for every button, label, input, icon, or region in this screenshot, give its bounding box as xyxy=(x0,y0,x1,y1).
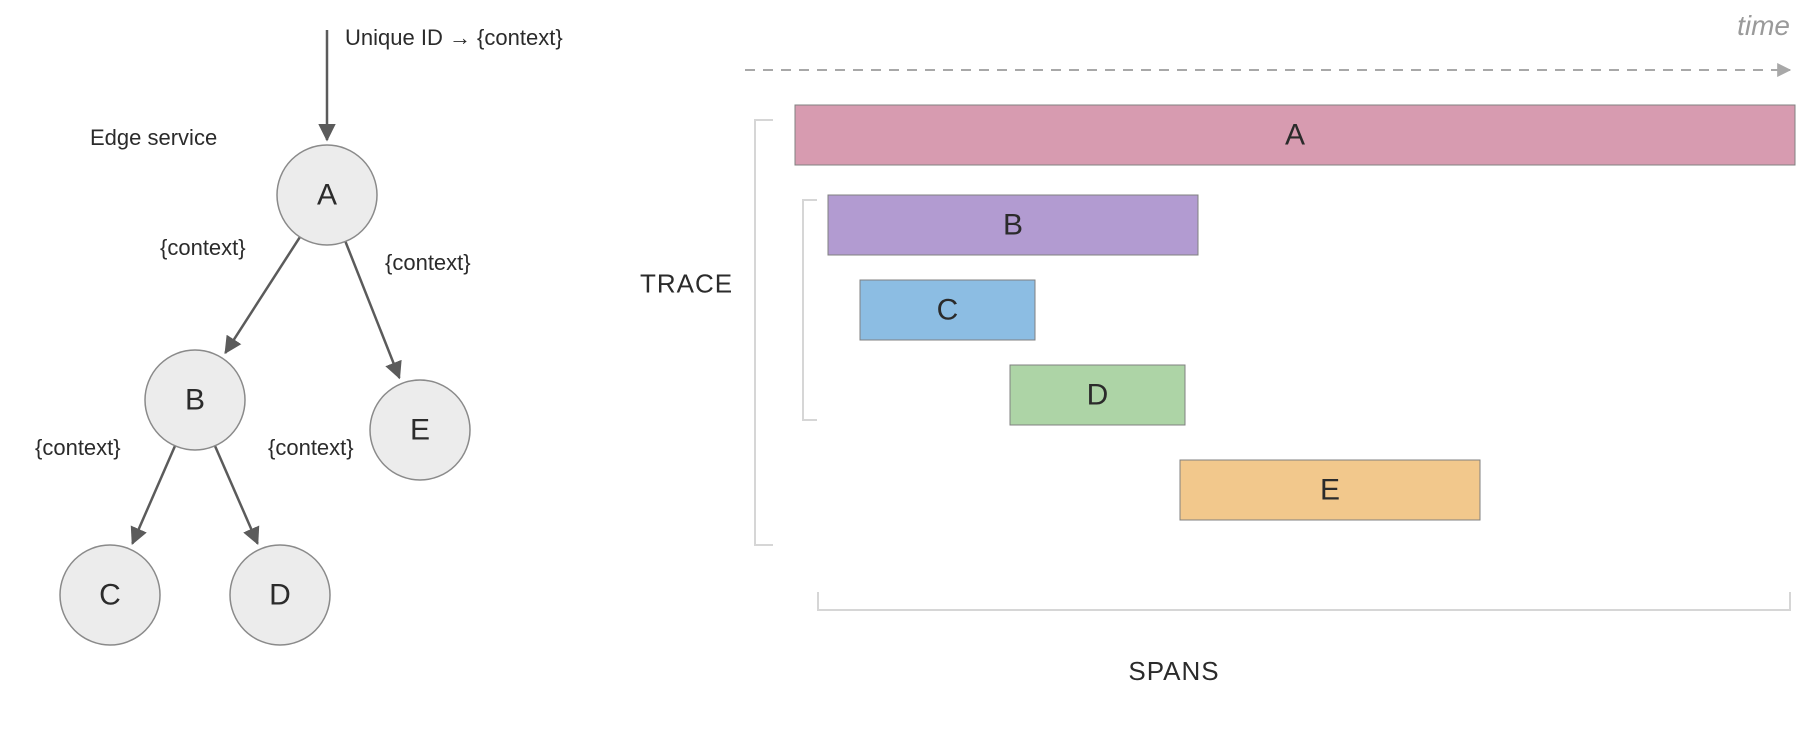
trace-bracket xyxy=(755,120,773,545)
span-A: A xyxy=(795,105,1795,165)
node-D: D xyxy=(230,545,330,645)
node-label-B: B xyxy=(185,384,205,417)
trace-inner-bracket xyxy=(803,200,817,420)
node-C: C xyxy=(60,545,160,645)
span-E: E xyxy=(1180,460,1480,520)
annot-ab: {context} xyxy=(160,235,246,260)
node-label-A: A xyxy=(317,179,337,212)
span-label-C: C xyxy=(937,294,959,327)
node-A: A xyxy=(277,145,377,245)
annot-bd: {context} xyxy=(268,435,354,460)
span-label-E: E xyxy=(1320,474,1340,507)
span-D: D xyxy=(1010,365,1185,425)
span-label-B: B xyxy=(1003,209,1023,242)
span-label-D: D xyxy=(1087,379,1109,412)
annot-ae: {context} xyxy=(385,250,471,275)
trace-label: TRACE xyxy=(640,269,733,299)
node-label-D: D xyxy=(269,579,291,612)
tree-diagram: A B E C D Unique ID → {context} Edge service {c… xyxy=(35,25,563,645)
spans-label: SPANS xyxy=(1128,656,1219,686)
edge-B-D xyxy=(215,446,258,544)
annot-top: Unique ID → {context} xyxy=(345,25,563,50)
node-label-C: C xyxy=(99,579,121,612)
span-label-A: A xyxy=(1285,119,1305,152)
timeline-diagram: time A B C D E TRACE SPANS xyxy=(640,10,1795,686)
span-B: B xyxy=(828,195,1198,255)
edge-B-C xyxy=(132,446,175,544)
spans-bracket xyxy=(818,592,1790,610)
node-B: B xyxy=(145,350,245,450)
annot-bc: {context} xyxy=(35,435,121,460)
annot-edge_label: Edge service xyxy=(90,125,217,150)
node-E: E xyxy=(370,380,470,480)
time-label: time xyxy=(1737,10,1790,41)
node-label-E: E xyxy=(410,414,430,447)
span-C: C xyxy=(860,280,1035,340)
